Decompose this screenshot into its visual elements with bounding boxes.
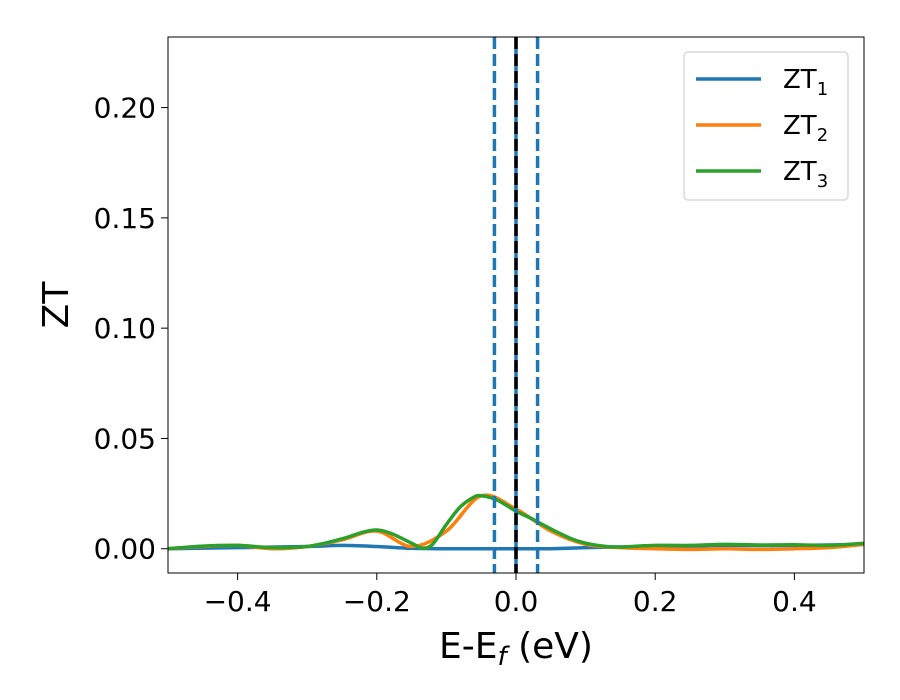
y-tick-label-2: 0.05 — [94, 422, 156, 455]
x-tick-label-2: −0.2 — [343, 585, 411, 618]
y-tick-label-1: 0.00 — [94, 533, 156, 566]
reference-lines — [492, 37, 540, 573]
legend-label-2: ZT2 — [783, 111, 828, 146]
x-axis-label-suffix: (eV) — [507, 626, 593, 667]
series-line-3 — [168, 493, 864, 551]
legend-label-1: ZT1 — [783, 65, 828, 100]
x-axis-label: E-Ef (eV) — [439, 626, 593, 672]
y-tick-label-5: 0.20 — [94, 92, 156, 125]
x-tick-label-5: 0.4 — [772, 585, 817, 618]
legend-entries: ZT1 ZT2 ZT3 — [696, 65, 828, 192]
y-tick-label-3: 0.10 — [94, 312, 156, 345]
legend-box — [683, 51, 849, 201]
x-tick-label-3: 0.0 — [494, 585, 539, 618]
y-axis-label: ZT — [36, 281, 77, 329]
y-tick-label-4: 0.15 — [94, 202, 156, 235]
legend-label-3: ZT3 — [783, 157, 828, 192]
x-tick-label-4: 0.2 — [633, 585, 678, 618]
x-axis-ticks: −0.4 −0.2 0.0 0.2 0.4 — [204, 573, 817, 618]
legend: ZT1 ZT2 ZT3 — [683, 51, 849, 201]
y-axis-ticks: 0.00 0.05 0.10 0.15 0.20 — [94, 92, 168, 566]
x-axis-label-main: E-E — [439, 626, 497, 667]
x-tick-label-1: −0.4 — [204, 585, 272, 618]
